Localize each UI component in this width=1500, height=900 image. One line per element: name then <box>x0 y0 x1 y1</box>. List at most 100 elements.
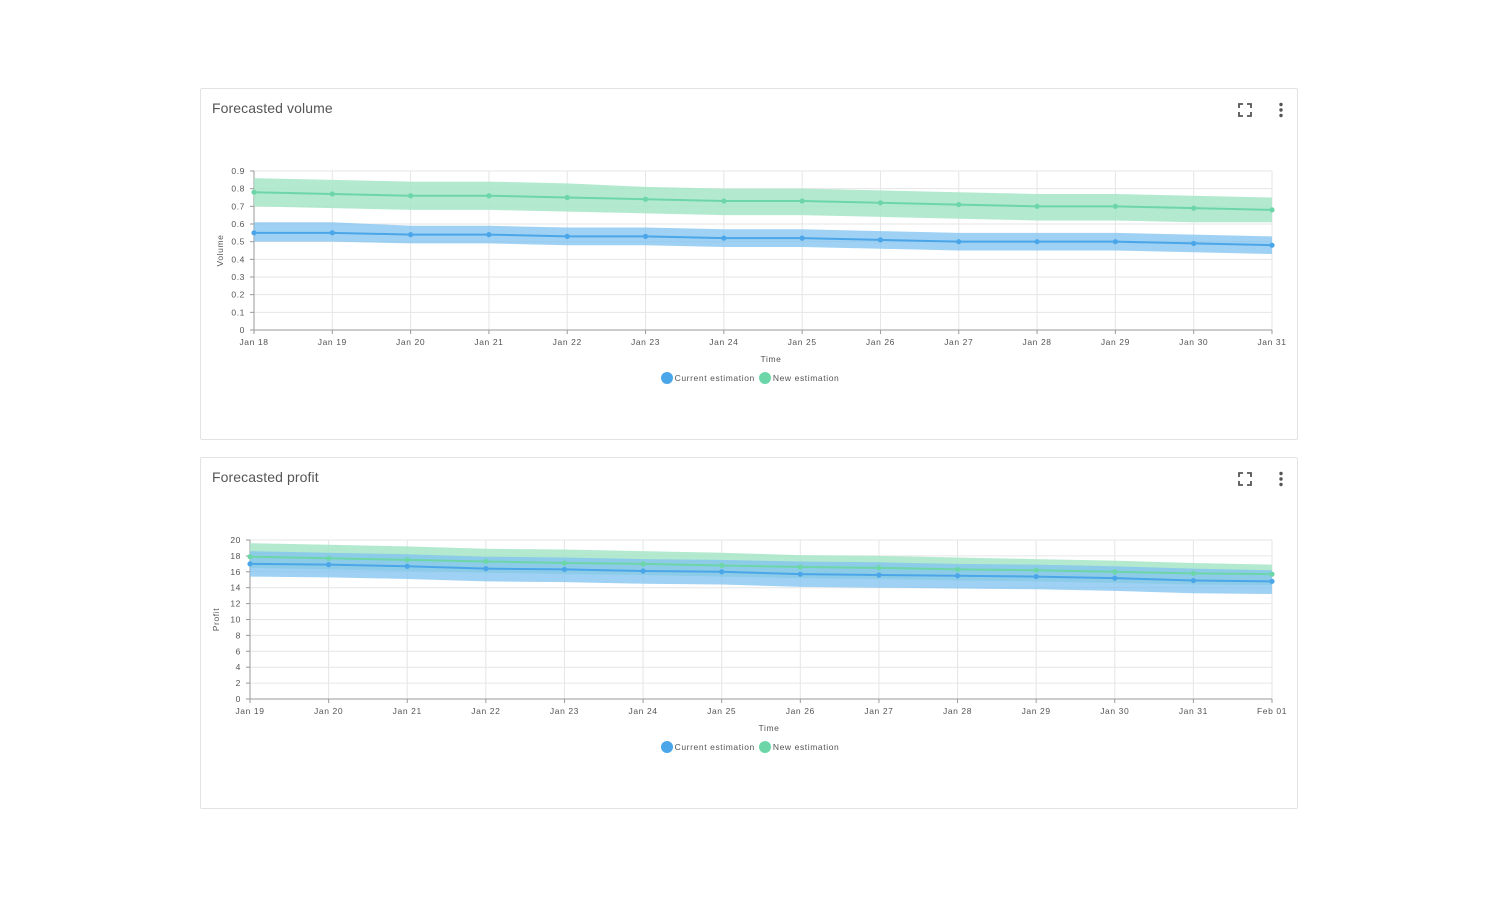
point-current-estimation <box>1269 242 1275 248</box>
x-tick-label: Jan 24 <box>709 337 738 347</box>
point-new-estimation <box>799 198 805 204</box>
point-new-estimation <box>408 193 414 199</box>
y-tick-label: 0.8 <box>231 184 245 194</box>
x-tick-label: Jan 26 <box>866 337 895 347</box>
x-tick-label: Jan 19 <box>318 337 347 347</box>
chart-card-profit: Forecasted profit 0 2 4 6 8 10 12 14 16 18 20 Jan 1… <box>200 457 1298 809</box>
point-current-estimation <box>329 230 335 236</box>
x-tick-label: Jan 27 <box>864 706 893 716</box>
x-tick-label: Jan 30 <box>1179 337 1208 347</box>
more-options-button[interactable] <box>1270 99 1292 121</box>
point-current-estimation <box>251 230 257 236</box>
y-tick-label: 14 <box>230 583 241 593</box>
legend-item-current[interactable]: Current estimation <box>660 372 755 384</box>
point-new-estimation <box>326 555 332 561</box>
point-new-estimation <box>877 200 884 206</box>
more-options-button[interactable] <box>1270 468 1292 490</box>
x-tick-label: Jan 27 <box>944 337 973 347</box>
point-current-estimation <box>404 563 410 569</box>
point-current-estimation <box>956 239 962 245</box>
point-current-estimation <box>876 572 882 578</box>
x-tick-label: Jan 20 <box>396 337 425 347</box>
legend-item-new[interactable]: New estimation <box>758 372 840 384</box>
point-new-estimation <box>404 557 410 563</box>
y-tick-label: 0.2 <box>231 290 245 300</box>
point-new-estimation <box>1269 207 1275 213</box>
point-current-estimation <box>1269 578 1275 584</box>
y-tick-label: 0.6 <box>231 219 245 229</box>
legend-item-new[interactable]: New estimation <box>758 741 840 753</box>
x-tick-label: Jan 21 <box>393 706 422 716</box>
x-tick-label: Jan 28 <box>1023 337 1052 347</box>
point-new-estimation <box>954 566 961 573</box>
point-new-estimation <box>640 561 646 567</box>
line-new-estimation <box>249 555 1273 576</box>
legend-label: Current estimation <box>674 742 755 752</box>
point-new-estimation <box>561 560 568 566</box>
x-tick-label: Feb 01 <box>1257 706 1287 716</box>
y-tick-label: 4 <box>236 662 241 672</box>
x-tick-label: Jan 31 <box>1179 706 1208 716</box>
point-current-estimation <box>564 233 570 239</box>
point-new-estimation <box>1112 569 1118 575</box>
point-new-estimation <box>642 196 649 202</box>
point-current-estimation <box>326 562 332 568</box>
point-new-estimation <box>486 193 492 199</box>
expand-icon <box>1238 103 1252 117</box>
x-tick-label: Jan 24 <box>629 706 658 716</box>
card-title: Forecasted volume <box>212 100 333 116</box>
chart-card-volume: Forecasted volume 0 0.1 0.2 0.3 0.4 0.5 0.6 0.7… <box>200 88 1298 440</box>
point-new-estimation <box>1033 567 1039 573</box>
point-new-estimation <box>329 191 335 197</box>
expand-button[interactable] <box>1234 468 1256 490</box>
point-new-estimation <box>564 194 570 201</box>
y-tick-label: 0.9 <box>231 166 245 176</box>
point-current-estimation <box>797 571 803 577</box>
point-current-estimation <box>483 566 489 572</box>
profit-chart: 0 2 4 6 8 10 12 14 16 18 20 Jan 19 Jan 20 Jan 21 Jan 2… <box>211 535 1287 733</box>
y-axis-title: Profit <box>211 608 221 631</box>
point-current-estimation <box>486 232 492 238</box>
point-new-estimation <box>1112 203 1118 209</box>
y-axis-title: Volume <box>215 235 225 267</box>
point-new-estimation <box>1191 205 1197 211</box>
x-tick-label: Jan 29 <box>1022 706 1051 716</box>
y-tick-label: 20 <box>230 535 241 545</box>
point-current-estimation <box>247 561 253 567</box>
y-tick-label: 6 <box>236 646 241 656</box>
legend-item-current[interactable]: Current estimation <box>660 741 755 753</box>
y-tick-label: 0.5 <box>231 237 245 247</box>
y-tick-label: 0.7 <box>231 201 245 211</box>
point-current-estimation <box>561 566 568 573</box>
y-tick-label: 0.1 <box>231 307 245 317</box>
volume-chart: 0 0.1 0.2 0.3 0.4 0.5 0.6 0.7 0.8 0.9 Jan 18 Jan 19… <box>215 166 1286 364</box>
y-tick-label: 12 <box>230 599 241 609</box>
y-tick-label: 0 <box>240 325 245 335</box>
legend-label: New estimation <box>772 742 840 752</box>
point-new-estimation <box>247 554 253 560</box>
legend-label: Current estimation <box>674 373 755 383</box>
point-current-estimation <box>721 235 727 241</box>
line-current-estimation <box>254 231 1273 247</box>
x-tick-label: Jan 21 <box>474 337 503 347</box>
legend: Current estimation New estimation <box>201 741 1299 753</box>
x-axis-title: Time <box>761 354 782 364</box>
point-current-estimation <box>877 237 884 243</box>
point-current-estimation <box>1034 239 1040 245</box>
expand-button[interactable] <box>1234 99 1256 121</box>
point-new-estimation <box>483 558 489 565</box>
point-new-estimation <box>1190 570 1196 576</box>
card-title: Forecasted profit <box>212 469 319 485</box>
y-tick-label: 8 <box>236 630 241 640</box>
y-tick-label: 16 <box>230 567 241 577</box>
point-new-estimation <box>1269 571 1275 577</box>
x-tick-label: Jan 22 <box>471 706 500 716</box>
x-tick-label: Jan 25 <box>788 337 817 347</box>
point-current-estimation <box>799 235 805 241</box>
x-tick-label: Jan 31 <box>1257 337 1286 347</box>
x-tick-label: Jan 28 <box>943 706 972 716</box>
x-tick-label: Jan 25 <box>707 706 736 716</box>
line-new-estimation <box>253 191 1273 211</box>
x-tick-label: Jan 23 <box>550 706 579 716</box>
x-tick-label: Jan 19 <box>235 706 264 716</box>
